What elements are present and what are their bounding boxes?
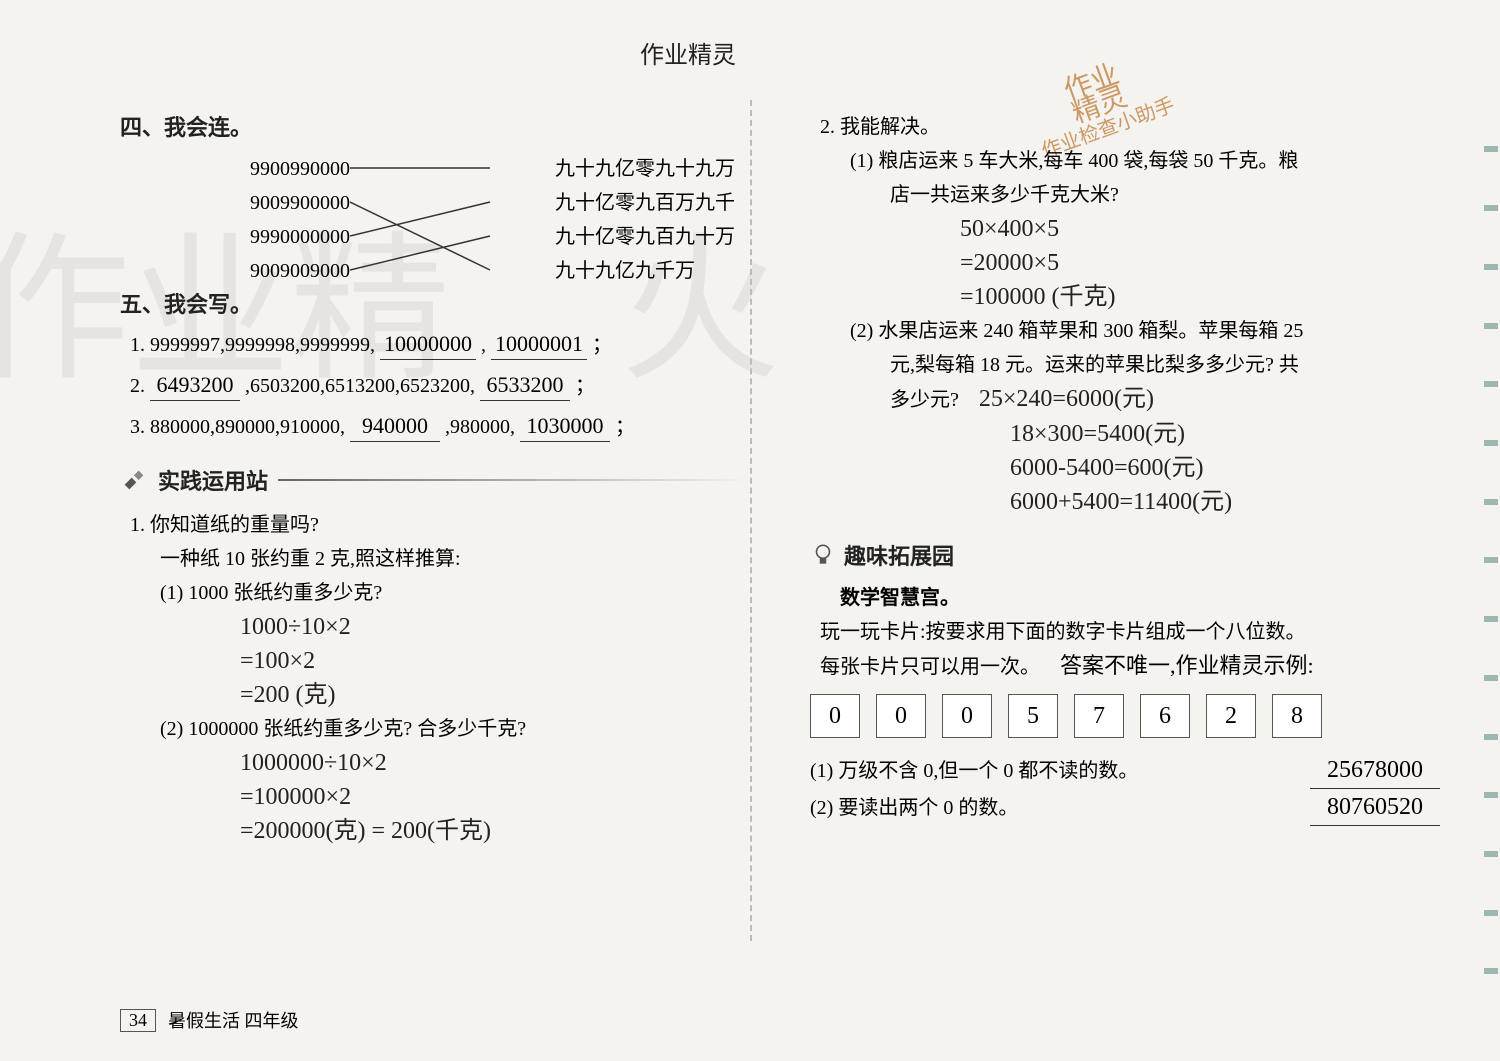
footer-text: 暑假生活 四年级 — [168, 1007, 299, 1033]
left-column: 四、我会连。 9900990000 9009900000 9990000000 … — [120, 110, 760, 848]
blank-2a: 6493200 — [150, 370, 240, 401]
q1-p1-work-1: =100×2 — [240, 644, 750, 678]
section-5-title: 五、我会写。 — [120, 287, 750, 319]
fun-a2-ans: 80760520 — [1310, 789, 1440, 826]
card-1: 0 — [876, 694, 926, 738]
fun-note: 答案不唯一,作业精灵示例: — [1060, 653, 1314, 678]
q1-head: 1. 你知道纸的重量吗? — [130, 508, 750, 542]
match-line-3 — [350, 236, 490, 270]
card-row: 0 0 0 5 7 6 2 8 — [810, 694, 1440, 738]
q1-p1-work-0: 1000÷10×2 — [240, 610, 750, 644]
seq-row-1: 1. 9999997,9999998,9999999, 10000000 , 1… — [130, 329, 750, 360]
q1-p1-work-2: =200 (克) — [240, 678, 750, 712]
q2-p2-l0: (2) 水果店运来 240 箱苹果和 300 箱梨。苹果每箱 25 — [850, 314, 1440, 348]
q1-p1-label: (1) 1000 张纸约重多少克? — [160, 576, 750, 610]
q1-p2-label: (2) 1000000 张纸约重多少克? 合多少千克? — [160, 712, 750, 746]
q2-p1-work-1: =20000×5 — [960, 246, 1440, 280]
practice-title: 实践运用站 — [158, 464, 268, 496]
q1-p2-work-2: =200000(克) = 200(千克) — [240, 814, 750, 848]
page-number: 34 — [120, 1009, 156, 1032]
fun-a1-ans: 25678000 — [1310, 752, 1440, 789]
worksheet-page: 作业精 火 作业精灵 作业 精灵 作业检查小助手 四、我会连。 99009900… — [0, 0, 1500, 1061]
match-lines-svg — [350, 158, 500, 288]
q2-p2-l2: 多少元? 25×240=6000(元) — [890, 382, 1440, 417]
fun-a1: (1) 万级不含 0,但一个 0 都不读的数。 25678000 — [810, 752, 1440, 789]
q2-p2-work-3: 6000+5400=11400(元) — [1010, 485, 1440, 519]
paint-icon — [120, 466, 148, 494]
match-right-2: 九十亿零九百九十万 — [555, 220, 775, 254]
practice-header: 实践运用站 — [120, 464, 750, 496]
fun-sub: 数学智慧宫。 — [840, 581, 1440, 615]
right-column: 2. 我能解决。 (1) 粮店运来 5 车大米,每车 400 袋,每袋 50 千… — [800, 110, 1440, 848]
card-2: 0 — [942, 694, 992, 738]
seq-row-3: 3. 880000,890000,910000, 940000 ,980000,… — [130, 411, 750, 442]
edge-registration-marks — [1484, 120, 1498, 1001]
q2-head: 2. 我能解决。 — [820, 110, 1440, 144]
q2-p1-l0: (1) 粮店运来 5 车大米,每车 400 袋,每袋 50 千克。粮 — [850, 144, 1440, 178]
card-6: 2 — [1206, 694, 1256, 738]
blank-3b: 1030000 — [520, 411, 610, 442]
match-right-3: 九十九亿九千万 — [555, 254, 775, 288]
match-left-0: 9900990000 — [180, 152, 350, 186]
match-left-1: 9009900000 — [180, 186, 350, 220]
card-5: 6 — [1140, 694, 1190, 738]
blank-3a: 940000 — [350, 411, 440, 442]
match-right-1: 九十亿零九百万九千 — [555, 186, 775, 220]
match-left-2: 9990000000 — [180, 220, 350, 254]
fun-intro1: 玩一玩卡片:按要求用下面的数字卡片组成一个八位数。 — [820, 615, 1440, 649]
q2-p1-l1: 店一共运来多少千克大米? — [890, 178, 1440, 212]
match-line-2 — [350, 202, 490, 236]
card-3: 5 — [1008, 694, 1058, 738]
page-header: 作业精灵 — [640, 35, 736, 70]
q1-p2-work-0: 1000000÷10×2 — [240, 746, 750, 780]
fun-title: 趣味拓展园 — [844, 539, 954, 571]
q2-p2-work-1: 18×300=5400(元) — [1010, 417, 1440, 451]
q2-p1-work-2: =100000 (千克) — [960, 280, 1440, 314]
q2-p2-work-2: 6000-5400=600(元) — [1010, 451, 1440, 485]
seq-row-2: 2. 6493200 ,6503200,6513200,6523200, 653… — [130, 370, 750, 401]
blank-1b: 10000001 — [491, 329, 587, 360]
blank-2b: 6533200 — [480, 370, 570, 401]
lightbulb-icon — [810, 542, 836, 568]
match-right-0: 九十九亿零九十九万 — [555, 152, 775, 186]
q1-intro: 一种纸 10 张约重 2 克,照这样推算: — [160, 542, 750, 576]
card-0: 0 — [810, 694, 860, 738]
match-line-1 — [350, 202, 490, 270]
fun-header: 趣味拓展园 — [810, 539, 1440, 571]
q2-p2-l1: 元,梨每箱 18 元。运来的苹果比梨多多少元? 共 — [890, 348, 1440, 382]
fun-a2: (2) 要读出两个 0 的数。 80760520 — [810, 789, 1440, 826]
q1-p2-work-1: =100000×2 — [240, 780, 750, 814]
page-footer: 34 暑假生活 四年级 — [120, 1007, 299, 1033]
section-4-title: 四、我会连。 — [120, 110, 750, 142]
fun-intro2-row: 每张卡片只可以用一次。 答案不唯一,作业精灵示例: — [820, 649, 1440, 684]
card-4: 7 — [1074, 694, 1124, 738]
matching-area: 9900990000 9009900000 9990000000 9009009… — [120, 152, 750, 287]
card-7: 8 — [1272, 694, 1322, 738]
match-left-3: 9009009000 — [180, 254, 350, 288]
q2-p1-work-0: 50×400×5 — [960, 212, 1440, 246]
blank-1a: 10000000 — [380, 329, 476, 360]
